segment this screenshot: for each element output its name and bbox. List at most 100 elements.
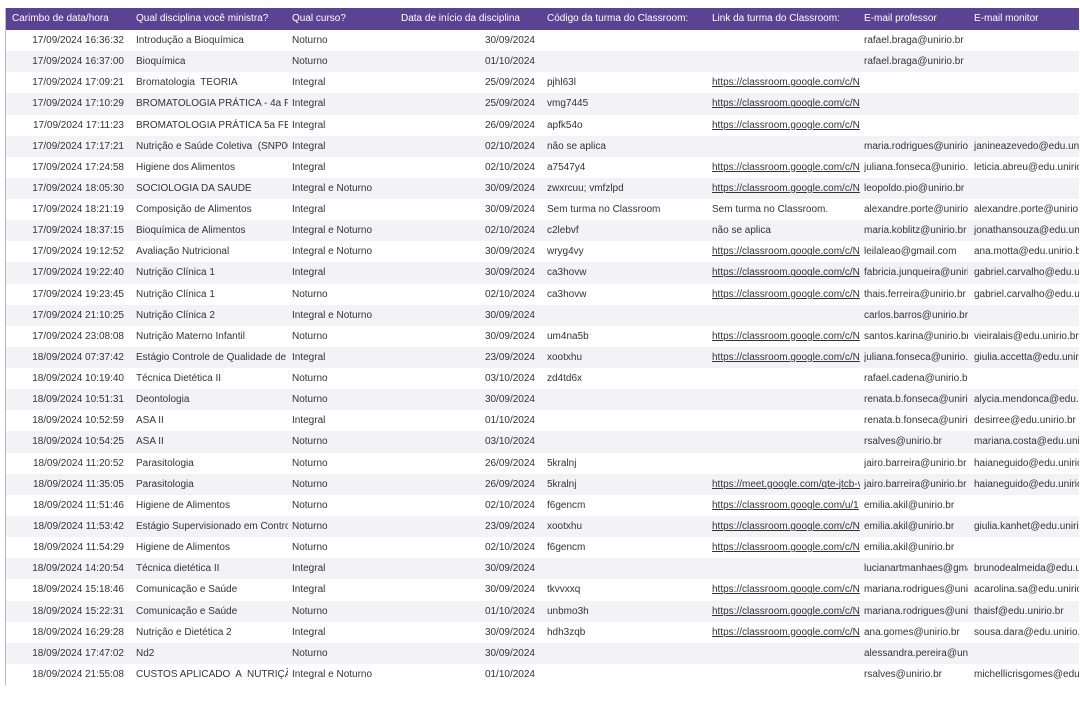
table-cell: juliana.fonseca@unirio.b	[864, 161, 968, 173]
table-cell: 18/09/2024 15:18:46	[32, 584, 124, 596]
table-cell: janineazevedo@edu.unir	[974, 140, 1079, 152]
column-header: Código da turma do Classroom:	[547, 13, 689, 24]
table-row: 17/09/2024 19:12:52 Avaliação Nutricional…	[6, 241, 1079, 262]
table-cell: 30/09/2024	[484, 647, 535, 659]
table-cell: Nd2	[136, 647, 155, 659]
table-cell: Noturno	[292, 457, 328, 469]
table-cell: 18/09/2024 11:53:42	[32, 520, 124, 532]
table-cell: 18/09/2024 10:52:59	[32, 415, 124, 427]
table-cell: Integral e Noturno	[292, 246, 373, 258]
table-cell: Noturno	[292, 647, 328, 659]
table-cell: 02/10/2024	[484, 499, 535, 511]
table-cell: emilia.akil@unirio.br	[864, 499, 955, 511]
table-cell: brunodealmeida@edu.ur	[974, 563, 1079, 575]
table-row: 17/09/2024 18:37:15 Bioquímica de Aliment…	[6, 220, 1079, 242]
table-cell: 02/10/2024	[484, 542, 535, 554]
table-cell: 18/09/2024 10:51:31	[32, 394, 124, 406]
table-cell: giulia.kanhet@edu.unirio	[974, 520, 1079, 532]
table-cell: Nutrição Clínica 1	[136, 288, 215, 300]
table-cell: https://classroom.google.com/c/N	[712, 520, 860, 532]
table-cell: ca3hovw	[547, 288, 587, 300]
table-row: 17/09/2024 18:21:19 Composição de Aliment…	[6, 199, 1079, 220]
table-cell: Deontologia	[136, 394, 190, 406]
table-row: 18/09/2024 11:20:52 Parasitologia Noturno 2…	[6, 453, 1079, 474]
table-cell: Integral	[292, 161, 326, 173]
table-cell: jairo.barreira@unirio.br	[864, 478, 967, 490]
table-cell: Bioquímica de Alimentos	[136, 225, 246, 237]
header-row: Carimbo de data/hora Qual disciplina você…	[6, 8, 1079, 30]
table-cell: https://classroom.google.com/c/N	[712, 182, 860, 194]
table-cell: 30/09/2024	[484, 563, 535, 575]
table-cell: 03/10/2024	[484, 436, 535, 448]
table-cell: https://classroom.google.com/c/N	[712, 584, 860, 596]
table-cell: acarolina.sa@edu.unirio.	[974, 584, 1079, 596]
table-cell: emilia.akil@unirio.br	[864, 542, 955, 554]
table-cell: 30/09/2024	[484, 246, 535, 258]
table-cell: 18/09/2024 14:20:54	[32, 563, 124, 575]
table-row: 17/09/2024 19:22:40 Nutrição Clínica 1 Int…	[6, 262, 1079, 284]
table-cell: vieiralais@edu.unirio.br	[974, 330, 1079, 342]
table-cell: Noturno	[292, 35, 328, 46]
table-cell: 18/09/2024 11:54:29	[32, 542, 124, 554]
table-cell: 02/10/2024	[484, 161, 535, 173]
column-header: Qual disciplina você ministra?	[136, 13, 269, 24]
table-cell: Técnica Dietética II	[136, 373, 222, 385]
table-cell: f6gencm	[547, 542, 586, 554]
table-cell: um4na5b	[547, 330, 589, 342]
table-cell: maria.rodrigues@unirio.t	[864, 140, 968, 152]
table-cell: zd4td6x	[547, 373, 583, 385]
table-cell: 17/09/2024 17:11:23	[32, 119, 124, 131]
table-cell: Noturno	[292, 542, 328, 554]
table-cell: 17/09/2024 17:17:21	[32, 140, 124, 152]
spreadsheet: Carimbo de data/hora Qual disciplina você…	[5, 8, 1079, 685]
table-cell: 17/09/2024 18:21:19	[32, 204, 124, 216]
table-cell: 26/09/2024	[484, 457, 535, 469]
table-cell: 02/10/2024	[484, 225, 535, 237]
table-cell: thais.ferreira@unirio.br	[864, 288, 966, 300]
table-cell: Higiene de Alimentos	[136, 542, 230, 554]
table-cell: não se aplica	[712, 225, 771, 237]
table-row: 18/09/2024 15:18:46 Comunicação e Saúde In…	[6, 579, 1079, 600]
table-cell: leilaleao@gmail.com	[864, 246, 957, 258]
table-cell: santos.karina@unirio.br	[864, 330, 968, 342]
table-cell: 01/10/2024	[484, 605, 535, 617]
table-cell: ASA II	[136, 436, 164, 448]
table-cell: leopoldo.pio@unirio.br	[864, 182, 965, 194]
table-cell: alexandre.porte@unirio.t	[864, 204, 968, 216]
table-cell: 5kralnj	[547, 478, 577, 490]
table-row: 18/09/2024 10:51:31 Deontologia Noturno 30/…	[6, 389, 1079, 411]
table-cell: Estágio Controle de Qualidade de Al	[136, 351, 288, 363]
table-row: 17/09/2024 16:36:32 Introdução a Bioquími…	[6, 30, 1079, 51]
table-cell: c2lebvf	[547, 225, 579, 237]
table-cell: 30/09/2024	[484, 394, 535, 406]
table-cell: 02/10/2024	[484, 140, 535, 152]
table-cell: 18/09/2024 07:37:42	[32, 351, 124, 363]
table-cell: 17/09/2024 16:36:32	[32, 35, 124, 46]
table-cell: 18/09/2024 11:20:52	[32, 457, 124, 469]
table-cell: https://classroom.google.com/c/N	[712, 330, 860, 342]
table-cell: a7547y4	[547, 161, 586, 173]
table-cell: 30/09/2024	[484, 267, 535, 279]
table-cell: hdh3zqb	[547, 626, 586, 638]
table-cell: 01/10/2024	[484, 415, 535, 427]
table-cell: renata.b.fonseca@unirio	[864, 394, 968, 406]
table-cell: CUSTOS APLICADO A NUTRIÇÃO	[136, 668, 288, 680]
table-cell: 17/09/2024 17:10:29	[32, 98, 124, 110]
table-cell: 18/09/2024 11:35:05	[32, 478, 124, 490]
table-cell: Comunicação e Saúde	[136, 605, 238, 617]
table-cell: alessandra.pereira@uniri	[864, 647, 968, 659]
table-cell: 17/09/2024 18:05:30	[32, 182, 124, 194]
table-cell: 23/09/2024	[484, 520, 535, 532]
table-cell: Integral	[292, 584, 326, 596]
table-row: 17/09/2024 23:08:08 Nutrição Materno Infa…	[6, 326, 1079, 347]
table-cell: 18/09/2024 17:47:02	[32, 647, 124, 659]
table-row: 18/09/2024 10:54:25 ASA II Noturno 03/10/20…	[6, 431, 1079, 453]
table-cell: Estágio Supervisionado em Controle	[136, 520, 288, 532]
table-cell: gabriel.carvalho@edu.un	[974, 267, 1079, 279]
table-row: 18/09/2024 11:53:42 Estágio Supervisionad…	[6, 515, 1079, 538]
table-cell: https://classroom.google.com/c/N	[712, 161, 860, 173]
table-row: 17/09/2024 18:05:30 SOCIOLOGIA DA SAUDE In…	[6, 177, 1079, 200]
table-cell: desirree@edu.unirio.br	[974, 415, 1076, 427]
table-cell: não se aplica	[547, 140, 606, 152]
column-header: Carimbo de data/hora	[12, 13, 109, 24]
